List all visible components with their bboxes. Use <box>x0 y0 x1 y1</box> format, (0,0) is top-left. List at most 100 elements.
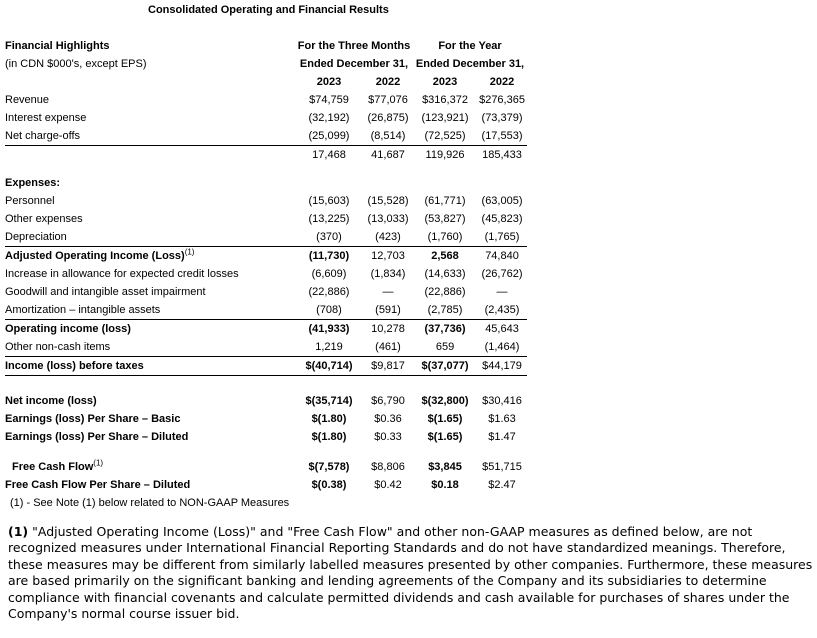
header-row-1: Financial Highlights For the Three Month… <box>5 37 527 55</box>
table-row: Operating income (loss) (41,933) 10,278 (37… <box>5 320 527 339</box>
row-label: Increase in allowance for expected credi… <box>5 265 295 283</box>
row-label <box>5 146 295 165</box>
section-gap <box>5 446 527 458</box>
row-value: (1,464) <box>477 338 528 357</box>
row-value: (73,379) <box>481 112 523 124</box>
row-value: 41,687 <box>371 149 405 161</box>
row-value: (63,005) <box>481 195 523 207</box>
table-row: Adjusted Operating Income (Loss)(1) (11,7… <box>5 247 527 266</box>
col-group-three-months-line2: Ended December 31, <box>299 58 409 70</box>
row-label-text: Depreciation <box>5 231 67 243</box>
row-label-text: Income (loss) before taxes <box>5 360 144 372</box>
row-value: (53,827) <box>424 213 466 225</box>
row-label-text: Personnel <box>5 195 55 207</box>
row-value: (14,633) <box>424 268 466 280</box>
row-value: (1,760) <box>413 228 478 247</box>
row-label-text: Earnings (loss) Per Share – Diluted <box>5 430 189 443</box>
table-row: Other expenses (13,225) (13,033) (53,827) (4… <box>5 210 527 228</box>
row-value: (11,730) <box>308 250 350 262</box>
table-row: Other non-cash items 1,219 (461) 659 (1,464) <box>5 338 528 357</box>
row-value: $9,817 <box>363 356 414 376</box>
row-label-text: Free Cash Flow Per Share – Diluted <box>5 478 191 491</box>
row-value: $8,806 <box>371 460 405 473</box>
footnote-ref: (1) <box>93 457 104 467</box>
year-column-header: 2022 <box>375 76 401 88</box>
table-row: Expenses: <box>5 174 527 192</box>
row-label-text: Adjusted Operating Income (Loss) <box>5 250 185 262</box>
row-value: $44,179 <box>477 356 528 376</box>
row-label-text: Interest expense <box>5 112 87 124</box>
section-gap <box>5 376 527 392</box>
row-label-text: Earnings (loss) Per Share – Basic <box>5 412 181 425</box>
table-row: Increase in allowance for expected credi… <box>5 265 527 283</box>
row-value: 10,278 <box>371 323 405 335</box>
row-value: (45,823) <box>481 213 523 225</box>
table-row: 17,468 41,687 119,926 185,433 <box>5 146 527 165</box>
table-row: Income (loss) before taxes $(40,714) $9,81… <box>5 356 528 376</box>
table-row: Net income (loss) $(35,714) $6,790 $(32,800… <box>5 392 527 410</box>
section-gap-cell <box>5 446 527 458</box>
row-value: (8,514) <box>363 127 414 146</box>
row-value: (32,192) <box>308 112 350 124</box>
row-value: (13,033) <box>367 213 409 225</box>
row-value: $3,845 <box>428 460 462 473</box>
row-value: 17,468 <box>312 149 346 161</box>
table-row: Interest expense (32,192) (26,875) (123,921… <box>5 109 527 127</box>
row-value: $0.42 <box>374 478 402 491</box>
row-value: — <box>496 286 508 298</box>
row-label: Income (loss) before taxes <box>5 356 295 376</box>
row-label-text: Expenses: <box>5 177 61 189</box>
row-value: 12,703 <box>371 250 405 262</box>
row-value: (72,525) <box>413 127 478 146</box>
financial-results-table: Financial Highlights For the Three Month… <box>5 37 528 494</box>
row-value: (26,762) <box>481 268 523 280</box>
row-value: (461) <box>363 338 414 357</box>
row-value: (6,609) <box>311 268 347 280</box>
row-label-text: Amortization – intangible assets <box>5 304 161 316</box>
row-value: $0.33 <box>374 430 402 443</box>
row-value: $6,790 <box>371 394 405 407</box>
row-value: 2,568 <box>431 250 459 262</box>
row-label-text: Operating income (loss) <box>5 323 131 335</box>
row-value: $(0.38) <box>311 478 347 491</box>
table-footnote: (1) - See Note (1) below related to NON-… <box>10 496 290 509</box>
row-value: (2,785) <box>413 301 478 320</box>
row-value: (41,933) <box>308 323 350 335</box>
row-value: (37,736) <box>424 323 466 335</box>
row-value: $77,076 <box>368 94 408 106</box>
row-value: $(7,578) <box>308 460 350 473</box>
section-gap-cell <box>5 164 527 174</box>
row-label-text: Net charge-offs <box>5 130 81 142</box>
row-label-text: Free Cash Flow <box>12 460 94 473</box>
row-value: 119,926 <box>425 149 465 161</box>
row-label: Amortization – intangible assets <box>5 301 295 320</box>
row-label: Net charge-offs <box>5 127 295 146</box>
row-value: (22,886) <box>424 286 466 298</box>
table-row: Revenue $74,759 $77,076 $316,372 $276,365 <box>5 91 527 109</box>
col-group-year: For the Year <box>438 40 502 52</box>
year-column-header: 2023 <box>316 76 342 88</box>
row-value: $1.63 <box>488 412 516 425</box>
row-value: (708) <box>295 301 363 320</box>
row-value: (22,886) <box>308 286 350 298</box>
table-row: Amortization – intangible assets (708) (59… <box>5 301 528 320</box>
table-subheading: (in CDN $000's, except EPS) <box>5 58 147 70</box>
row-value: $(1.65) <box>427 430 463 443</box>
header-row-2: (in CDN $000's, except EPS) Ended Decemb… <box>5 55 527 73</box>
row-label-text: Other expenses <box>5 213 83 225</box>
table-row: Depreciation (370) (423) (1,760) (1,765) <box>5 228 528 247</box>
row-label: Personnel <box>5 192 295 210</box>
row-label: Expenses: <box>5 174 527 192</box>
table-row: Earnings (loss) Per Share – Basic $(1.80)… <box>5 410 527 428</box>
row-value: (423) <box>363 228 414 247</box>
section-gap <box>5 164 527 174</box>
row-label-text: Net income (loss) <box>5 394 97 407</box>
row-label: Free Cash Flow(1) <box>5 458 295 476</box>
document-page: Consolidated Operating and Financial Res… <box>5 4 812 621</box>
row-value: $1.47 <box>488 430 516 443</box>
row-value: $(1.80) <box>311 412 347 425</box>
row-label-text: Revenue <box>5 94 50 106</box>
row-value: (61,771) <box>424 195 466 207</box>
row-value: (370) <box>295 228 363 247</box>
row-label: Revenue <box>5 91 295 109</box>
